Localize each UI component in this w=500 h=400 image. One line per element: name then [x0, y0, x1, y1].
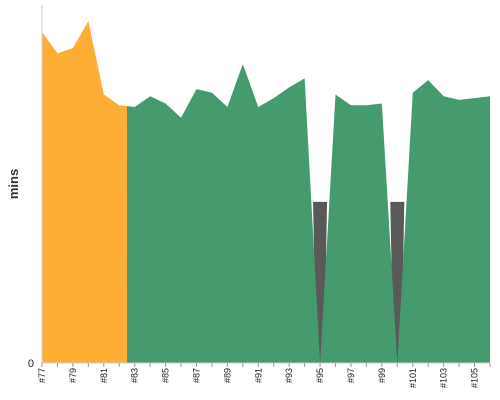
x-tick-label: #101: [408, 368, 418, 388]
area-segment-1: [126, 64, 490, 363]
x-tick-label: #89: [222, 368, 232, 383]
y-tick-label-0: 0: [28, 358, 34, 370]
x-tick-label: #95: [315, 368, 325, 383]
y-axis-label: mins: [6, 169, 21, 199]
x-axis-ticks: #77 #79 #81 #83 #85 #87 #89 #91 #93 #95 #97 #99 #101…: [37, 363, 491, 388]
x-tick-label: #97: [346, 368, 356, 383]
x-tick-label: #105: [470, 368, 480, 388]
x-tick-label: #93: [284, 368, 294, 383]
area-segment-0: [42, 21, 127, 364]
x-tick-label: #81: [99, 368, 109, 383]
x-tick-label: #103: [439, 368, 449, 388]
x-tick-label: #85: [161, 368, 171, 383]
x-tick-label: #99: [377, 368, 387, 383]
x-tick-label: #87: [191, 368, 201, 383]
x-tick-label: #91: [253, 368, 263, 383]
x-tick-label: #79: [68, 368, 78, 383]
area-series: [42, 21, 490, 364]
x-tick-label: #83: [130, 368, 140, 383]
x-tick-label: #77: [37, 368, 47, 383]
